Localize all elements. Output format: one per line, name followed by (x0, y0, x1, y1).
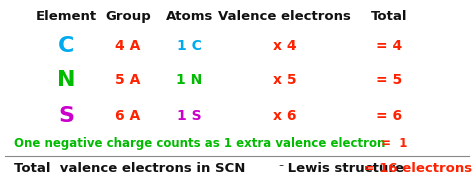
Text: N: N (57, 70, 76, 90)
Text: Lewis structure: Lewis structure (283, 162, 404, 175)
Text: C: C (58, 36, 74, 56)
Text: ⁻: ⁻ (278, 163, 283, 173)
Text: x 5: x 5 (273, 73, 296, 87)
Text: Total: Total (370, 9, 407, 23)
Text: =  1: = 1 (377, 137, 407, 150)
Text: Element: Element (36, 9, 97, 23)
Text: = 5: = 5 (375, 73, 402, 87)
Text: x 4: x 4 (273, 39, 296, 53)
Text: 4 A: 4 A (115, 39, 141, 53)
Text: 1 C: 1 C (177, 39, 202, 53)
Text: Group: Group (105, 9, 151, 23)
Text: 1 N: 1 N (176, 73, 203, 87)
Text: = 6: = 6 (375, 109, 402, 123)
Text: Atoms: Atoms (166, 9, 213, 23)
Text: 6 A: 6 A (115, 109, 141, 123)
Text: 5 A: 5 A (115, 73, 141, 87)
Text: Total  valence electrons in SCN: Total valence electrons in SCN (14, 162, 246, 175)
Text: x 6: x 6 (273, 109, 296, 123)
Text: One negative charge counts as 1 extra valence electron: One negative charge counts as 1 extra va… (14, 137, 385, 150)
Text: S: S (58, 106, 74, 126)
Text: = 4: = 4 (375, 39, 402, 53)
Text: 1 S: 1 S (177, 109, 202, 123)
Text: Valence electrons: Valence electrons (218, 9, 351, 23)
Text: = 16 electrons: = 16 electrons (359, 162, 473, 175)
